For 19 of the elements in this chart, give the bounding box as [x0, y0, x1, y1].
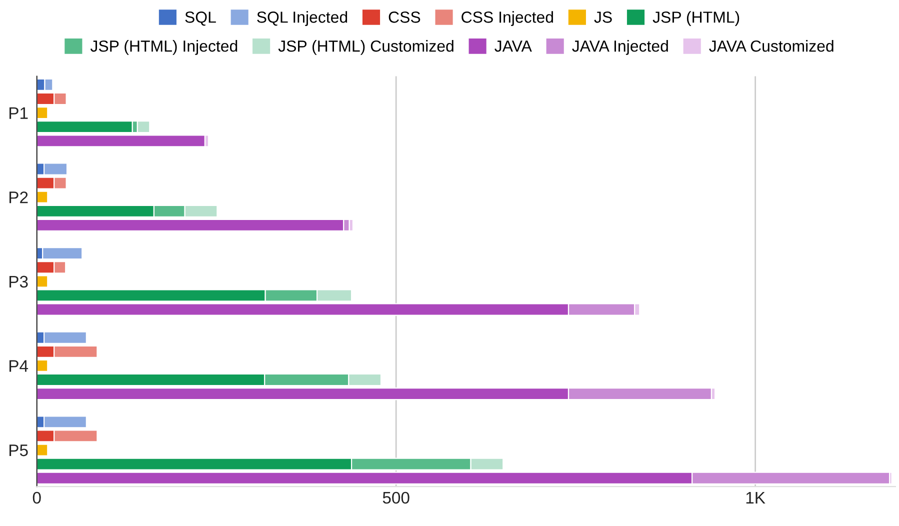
legend-label: CSS [388, 12, 420, 23]
legend-label: JSP (HTML) [652, 11, 740, 26]
legend-label: JAVA Injected [572, 40, 668, 55]
y-tick-label: P1 [10, 107, 28, 119]
legend-label: SQL [185, 12, 216, 26]
legend-label: CSS Injected [462, 11, 553, 26]
x-tick-label: 500 [382, 492, 410, 504]
legend-label: JSP (HTML) Injected [90, 40, 238, 55]
legend-label: JS [594, 12, 612, 23]
legend-label: JAVA Customized [709, 40, 834, 52]
legend-label: JAVA [494, 40, 532, 52]
y-tick-label: P4 [10, 360, 28, 372]
y-tick-label: P3 [10, 276, 28, 288]
legend-label: SQL Injected [257, 11, 348, 26]
y-tick-label: P5 [10, 444, 28, 456]
x-tick-label: 1K [746, 492, 766, 504]
x-tick-label: 0 [32, 492, 41, 504]
y-tick-label: P2 [10, 192, 28, 204]
legend-label: JSP (HTML) Customized [278, 40, 454, 55]
